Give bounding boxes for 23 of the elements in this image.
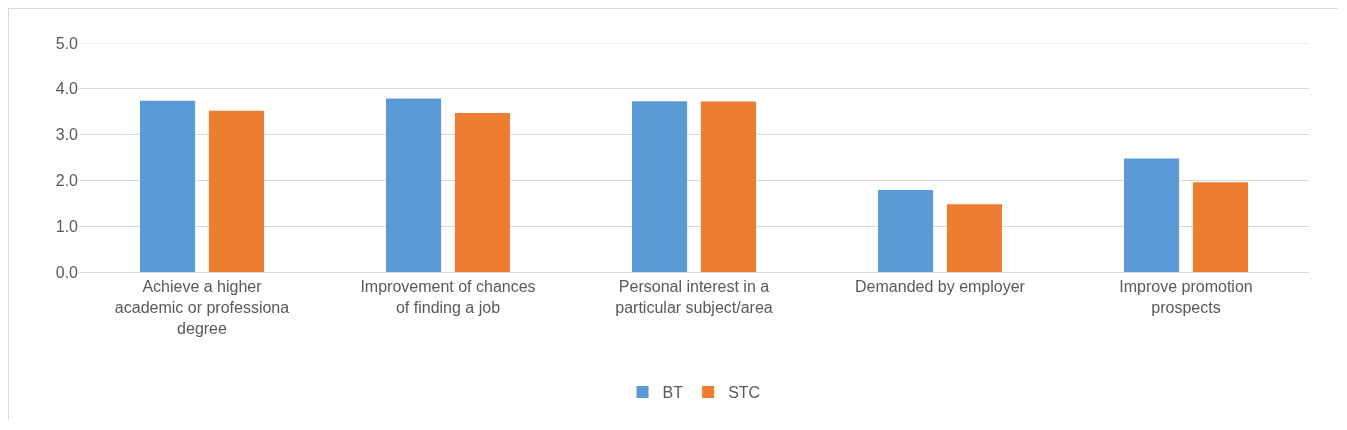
bar [632, 101, 688, 272]
bar [1124, 158, 1180, 272]
x-tick-label: Achieve a higher academic or professiona degree [114, 278, 290, 337]
bar [1192, 182, 1248, 272]
y-tick-label: 2.0 [55, 172, 79, 189]
legend-label: STC [728, 384, 761, 402]
bar [454, 113, 510, 272]
y-tick-label: 4.0 [55, 80, 79, 98]
bar [878, 190, 934, 272]
bar [208, 110, 264, 272]
bar [946, 204, 1002, 272]
y-tick-label: 5.0 [55, 34, 79, 52]
bar [386, 98, 442, 272]
bar [140, 100, 196, 272]
x-tick-label: Improve promotion prospects [1119, 278, 1253, 316]
y-tick-label: 3.0 [55, 126, 79, 144]
y-tick-label: 0.0 [55, 263, 79, 281]
legend-label: BT [662, 384, 684, 402]
bar [700, 101, 756, 272]
x-tick-label: Personal interest in a particular subject/area [615, 278, 773, 316]
y-tick-label: 1.0 [55, 217, 79, 235]
x-tick-label: Demanded by employer [855, 278, 1026, 296]
x-tick-label: Improvement of chances of finding a job [360, 278, 536, 316]
